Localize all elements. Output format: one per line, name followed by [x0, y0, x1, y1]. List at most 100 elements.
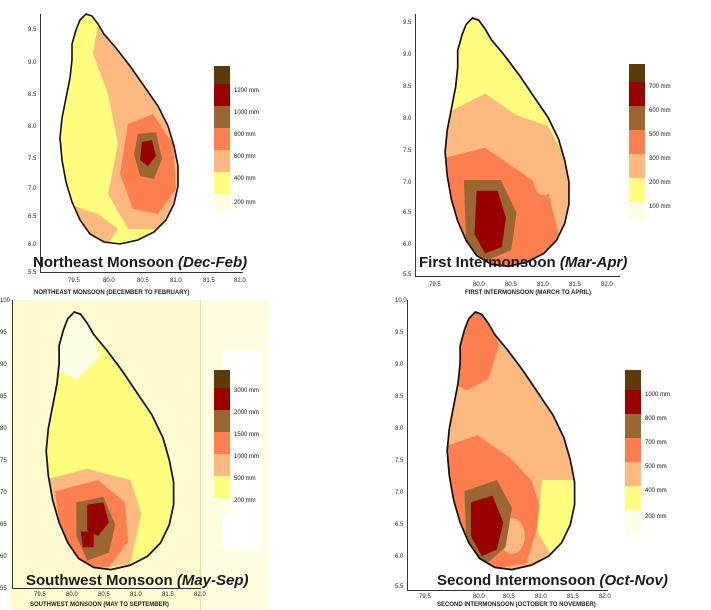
- x-tick: 80.0: [103, 278, 115, 284]
- legend-swatch: [214, 498, 230, 516]
- x-tick: 81.0: [130, 592, 142, 598]
- legend-swatch: [214, 476, 230, 498]
- legend-swatch: [214, 432, 230, 454]
- legend-label: 1500 mm: [234, 432, 260, 438]
- y-tick: 80: [0, 426, 7, 432]
- legend-swatch: [214, 84, 230, 106]
- legend-label: 200 mm: [649, 180, 671, 186]
- title-season: (Dec-Feb): [178, 254, 248, 271]
- y-tick: 75: [0, 458, 7, 464]
- y-tick: 6.5: [395, 522, 404, 528]
- legend-label: 200 mm: [234, 498, 256, 504]
- legend-swatch: [629, 178, 645, 202]
- legend-label: 3000 mm: [234, 388, 260, 394]
- x-tick: 80.0: [66, 592, 78, 598]
- y-tick: 9.0: [28, 60, 37, 66]
- x-tick: 81.5: [567, 594, 579, 600]
- y-tick: 7.0: [28, 186, 37, 192]
- legend-swatch: [629, 154, 645, 178]
- rain-zone: [533, 164, 555, 196]
- map-frame: [12, 300, 201, 589]
- map-title: First Intermonsoon (Mar-Apr): [419, 254, 627, 271]
- title-season: (Mar-Apr): [559, 254, 628, 271]
- panel-second-intermonsoon: 10.0 9.5 9.0 8.5 8.0 7.5 7.0 6.5 6.0 5.5…: [395, 298, 711, 610]
- rain-zone: [80, 531, 94, 548]
- map-legend: 1000 mm 800 mm 700 mm 500 mm 400 mm 200 …: [625, 370, 670, 534]
- map-title: Southwest Monsoon (May-Sep): [26, 572, 249, 589]
- x-tick: 82.0: [194, 592, 206, 598]
- y-tick: 8.0: [403, 116, 412, 122]
- legend-swatch: [629, 130, 645, 154]
- x-tick: 81.0: [535, 594, 547, 600]
- legend-swatch: [214, 106, 230, 128]
- y-tick: 85: [0, 394, 7, 400]
- x-tick: 81.5: [203, 278, 215, 284]
- legend-swatch: [214, 388, 230, 410]
- map-frame: [415, 14, 620, 277]
- x-tick: 79.5: [429, 282, 441, 288]
- x-tick: 81.5: [569, 282, 581, 288]
- island-map-second-intermonsoon: [446, 311, 576, 571]
- y-tick: 8.5: [395, 394, 404, 400]
- legend-label: 700 mm: [649, 84, 671, 90]
- map-title: Northeast Monsoon (Dec-Feb): [33, 254, 247, 271]
- legend-swatch: [625, 390, 641, 414]
- map-frame: [407, 300, 608, 591]
- x-tick: 80.0: [473, 282, 485, 288]
- map-subtitle: FIRST INTERMONSOON (MARCH TO APRIL): [465, 290, 591, 296]
- y-tick: 5.5: [395, 584, 404, 590]
- legend-swatch: [629, 106, 645, 130]
- y-tick: 8.0: [28, 124, 37, 130]
- legend-label: 800 mm: [234, 132, 256, 138]
- legend-label: 1200 mm: [234, 88, 260, 94]
- legend-label: 500 mm: [234, 476, 256, 482]
- island-map-first-intermonsoon: [444, 17, 570, 268]
- legend-swatch: [629, 202, 645, 220]
- y-tick: 7.5: [395, 458, 404, 464]
- x-tick: 81.0: [170, 278, 182, 284]
- map-title: Second Intermonsoon (Oct-Nov): [437, 572, 668, 589]
- y-tick: 7.0: [403, 180, 412, 186]
- island-map-southwest: [45, 311, 175, 571]
- rain-zone: [470, 495, 504, 557]
- x-tick: 79.5: [419, 594, 431, 600]
- y-tick: 8.0: [395, 426, 404, 432]
- panel-southwest-monsoon: 100 95 90 85 80 75 70 65 60 55 79.5 80.0…: [0, 298, 300, 610]
- panel-first-intermonsoon: 9.5 9.0 8.5 8.0 7.5 7.0 6.5 6.0 5.5 79.5…: [395, 0, 711, 300]
- legend-label: 1000 mm: [645, 392, 671, 398]
- legend-label: 1000 mm: [234, 110, 260, 116]
- title-season: (Oct-Nov): [599, 572, 668, 589]
- island-map-northeast: [59, 13, 179, 245]
- y-tick: 6.0: [395, 554, 404, 560]
- legend-swatch: [214, 172, 230, 194]
- y-tick: 5.5: [28, 270, 37, 276]
- legend-swatch: [629, 64, 645, 82]
- y-tick: 6.5: [403, 210, 412, 216]
- y-tick: 90: [0, 362, 7, 368]
- y-tick: 5.5: [403, 272, 412, 278]
- title-main: Northeast Monsoon: [33, 254, 178, 271]
- y-tick: 7.5: [28, 156, 37, 162]
- y-tick: 9.0: [403, 52, 412, 58]
- rain-zone: [140, 140, 156, 166]
- y-tick: 8.5: [403, 84, 412, 90]
- legend-label: 1000 mm: [234, 454, 260, 460]
- legend-label: 500 mm: [645, 464, 667, 470]
- x-tick: 81.0: [537, 282, 549, 288]
- rain-zone: [87, 502, 109, 536]
- y-tick: 7.5: [403, 148, 412, 154]
- x-tick: 82.0: [234, 278, 246, 284]
- legend-label: 400 mm: [645, 488, 667, 494]
- x-tick: 81.5: [162, 592, 174, 598]
- y-tick: 9.5: [28, 27, 37, 33]
- legend-label: 2000 mm: [234, 410, 260, 416]
- legend-swatch: [214, 410, 230, 432]
- y-tick: 6.0: [28, 242, 37, 248]
- legend-swatch: [214, 370, 230, 388]
- x-tick: 79.5: [68, 278, 80, 284]
- legend-label: 600 mm: [234, 154, 256, 160]
- legend-swatch: [625, 510, 641, 534]
- rain-zone: [68, 204, 118, 244]
- title-main: First Intermonsoon: [419, 254, 560, 271]
- y-tick: 7.0: [395, 490, 404, 496]
